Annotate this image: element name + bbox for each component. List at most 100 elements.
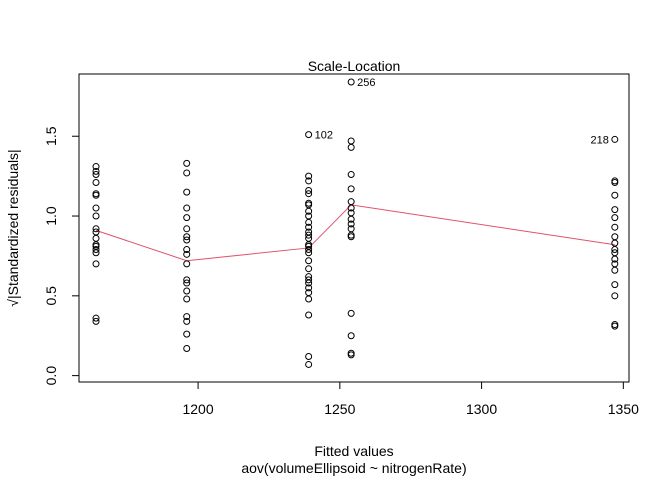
- data-point: [305, 284, 313, 292]
- data-point: [183, 250, 191, 258]
- data-point: [611, 292, 619, 300]
- data-point: [347, 332, 355, 340]
- data-point: [347, 137, 355, 145]
- data-point: [183, 260, 191, 268]
- data-point: [92, 191, 100, 199]
- data-point: [611, 266, 619, 274]
- data-point: [305, 249, 313, 257]
- data-point: [347, 198, 355, 206]
- x-axis-title: Fitted values: [314, 443, 393, 459]
- data-point: [183, 313, 191, 321]
- data-point: [92, 212, 100, 220]
- data-point: [92, 317, 100, 325]
- data-point: [305, 257, 313, 265]
- x-tick-label: 1300: [466, 401, 497, 417]
- data-point: [92, 260, 100, 268]
- data-point: [92, 225, 100, 233]
- y-tick-label: 0.5: [43, 286, 59, 306]
- data-point: [92, 163, 100, 171]
- data-point: [305, 295, 313, 303]
- data-point: [183, 225, 191, 233]
- data-point: [305, 218, 313, 226]
- data-point: [183, 330, 191, 338]
- data-point: [611, 322, 619, 330]
- data-point: [305, 207, 313, 215]
- data-point: [92, 246, 100, 254]
- data-point: [305, 186, 313, 194]
- y-axis: 0.0 0.5 1.0 1.5: [43, 126, 80, 386]
- chart-title: Scale-Location: [308, 58, 401, 74]
- data-point: [305, 131, 313, 139]
- data-point: [183, 204, 191, 212]
- data-point: [305, 276, 313, 284]
- x-tick-label: 1200: [182, 401, 213, 417]
- data-point: [92, 179, 100, 187]
- data-point: [183, 233, 191, 241]
- data-point: [92, 171, 100, 179]
- data-point: [305, 190, 313, 198]
- data-point: [305, 231, 313, 239]
- data-point: [347, 309, 355, 317]
- y-tick-label: 0.0: [43, 366, 59, 386]
- y-tick-label: 1.5: [43, 126, 59, 146]
- data-point: [183, 279, 191, 287]
- data-point: [92, 314, 100, 322]
- data-point: [611, 206, 619, 214]
- data-point: [305, 352, 313, 360]
- data-point: [611, 255, 619, 263]
- data-point: [305, 223, 313, 231]
- data-point: [92, 249, 100, 257]
- data-point: [183, 344, 191, 352]
- point-label: 256: [357, 77, 375, 89]
- data-point: [305, 360, 313, 368]
- smooth-line: [95, 204, 615, 262]
- data-point: [611, 179, 619, 187]
- data-point: [305, 172, 313, 180]
- data-point: [347, 78, 355, 86]
- data-point: [183, 159, 191, 167]
- data-point: [92, 167, 100, 175]
- data-point: [611, 281, 619, 289]
- data-point: [611, 135, 619, 143]
- data-point: [347, 233, 355, 241]
- data-point: [183, 295, 191, 303]
- data-point: [183, 188, 191, 196]
- y-axis-title: √|Standardized residuals|: [5, 149, 21, 306]
- data-point: [347, 143, 355, 151]
- data-point: [305, 177, 313, 185]
- point-label: 218: [590, 134, 608, 146]
- x-axis: 1200 1250 1300 1350: [182, 381, 639, 417]
- y-tick-label: 1.0: [43, 206, 59, 226]
- x-tick-label: 1350: [608, 401, 639, 417]
- data-point: [183, 236, 191, 244]
- data-point: [183, 246, 191, 254]
- data-point: [305, 279, 313, 287]
- data-point: [611, 239, 619, 247]
- data-point: [183, 276, 191, 284]
- data-point: [611, 191, 619, 199]
- data-point: [347, 220, 355, 228]
- data-point: [305, 265, 313, 273]
- data-point: [183, 317, 191, 325]
- smooth-line-path: [95, 204, 615, 262]
- data-point: [305, 311, 313, 319]
- data-point: [183, 214, 191, 222]
- point-label: 102: [315, 130, 333, 142]
- data-points: [92, 78, 619, 368]
- x-axis-subtitle: aov(volumeEllipsoid ~ nitrogenRate): [241, 460, 466, 476]
- data-point: [611, 233, 619, 241]
- data-point: [347, 171, 355, 179]
- point-labels: 256 102 218: [315, 77, 609, 146]
- data-point: [305, 246, 313, 254]
- data-point: [347, 215, 355, 223]
- data-point: [347, 185, 355, 193]
- data-point: [183, 287, 191, 295]
- data-point: [611, 223, 619, 231]
- data-point: [347, 351, 355, 359]
- data-point: [611, 214, 619, 222]
- data-point: [183, 169, 191, 177]
- data-point: [92, 234, 100, 242]
- data-point: [347, 204, 355, 212]
- x-tick-label: 1250: [324, 401, 355, 417]
